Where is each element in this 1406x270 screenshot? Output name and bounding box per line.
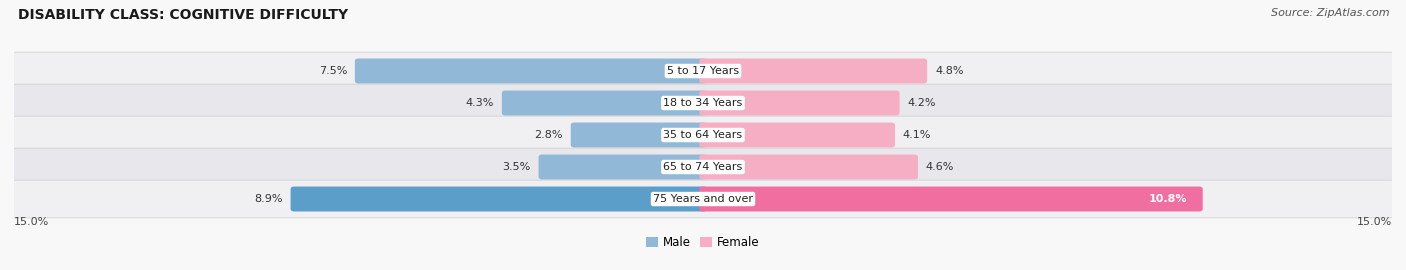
Text: 7.5%: 7.5% — [319, 66, 347, 76]
Text: DISABILITY CLASS: COGNITIVE DIFFICULTY: DISABILITY CLASS: COGNITIVE DIFFICULTY — [18, 8, 349, 22]
Text: 65 to 74 Years: 65 to 74 Years — [664, 162, 742, 172]
FancyBboxPatch shape — [10, 84, 1396, 122]
FancyBboxPatch shape — [699, 187, 1202, 211]
FancyBboxPatch shape — [10, 52, 1396, 90]
Text: 4.3%: 4.3% — [465, 98, 494, 108]
FancyBboxPatch shape — [699, 90, 900, 116]
FancyBboxPatch shape — [538, 154, 707, 180]
FancyBboxPatch shape — [699, 123, 896, 147]
Text: 75 Years and over: 75 Years and over — [652, 194, 754, 204]
FancyBboxPatch shape — [10, 148, 1396, 186]
Text: 10.8%: 10.8% — [1149, 194, 1188, 204]
FancyBboxPatch shape — [571, 123, 707, 147]
FancyBboxPatch shape — [699, 59, 927, 83]
Text: 4.8%: 4.8% — [935, 66, 963, 76]
FancyBboxPatch shape — [291, 187, 707, 211]
FancyBboxPatch shape — [699, 154, 918, 180]
Text: 2.8%: 2.8% — [534, 130, 562, 140]
Text: 15.0%: 15.0% — [14, 217, 49, 227]
Text: 4.2%: 4.2% — [907, 98, 936, 108]
Text: Source: ZipAtlas.com: Source: ZipAtlas.com — [1271, 8, 1389, 18]
FancyBboxPatch shape — [10, 116, 1396, 154]
Text: 18 to 34 Years: 18 to 34 Years — [664, 98, 742, 108]
Text: 35 to 64 Years: 35 to 64 Years — [664, 130, 742, 140]
Text: 8.9%: 8.9% — [254, 194, 283, 204]
FancyBboxPatch shape — [502, 90, 707, 116]
FancyBboxPatch shape — [354, 59, 707, 83]
Text: 4.1%: 4.1% — [903, 130, 931, 140]
Text: 3.5%: 3.5% — [502, 162, 531, 172]
Text: 5 to 17 Years: 5 to 17 Years — [666, 66, 740, 76]
FancyBboxPatch shape — [10, 180, 1396, 218]
Text: 4.6%: 4.6% — [925, 162, 955, 172]
Text: 15.0%: 15.0% — [1357, 217, 1392, 227]
Legend: Male, Female: Male, Female — [641, 231, 765, 254]
